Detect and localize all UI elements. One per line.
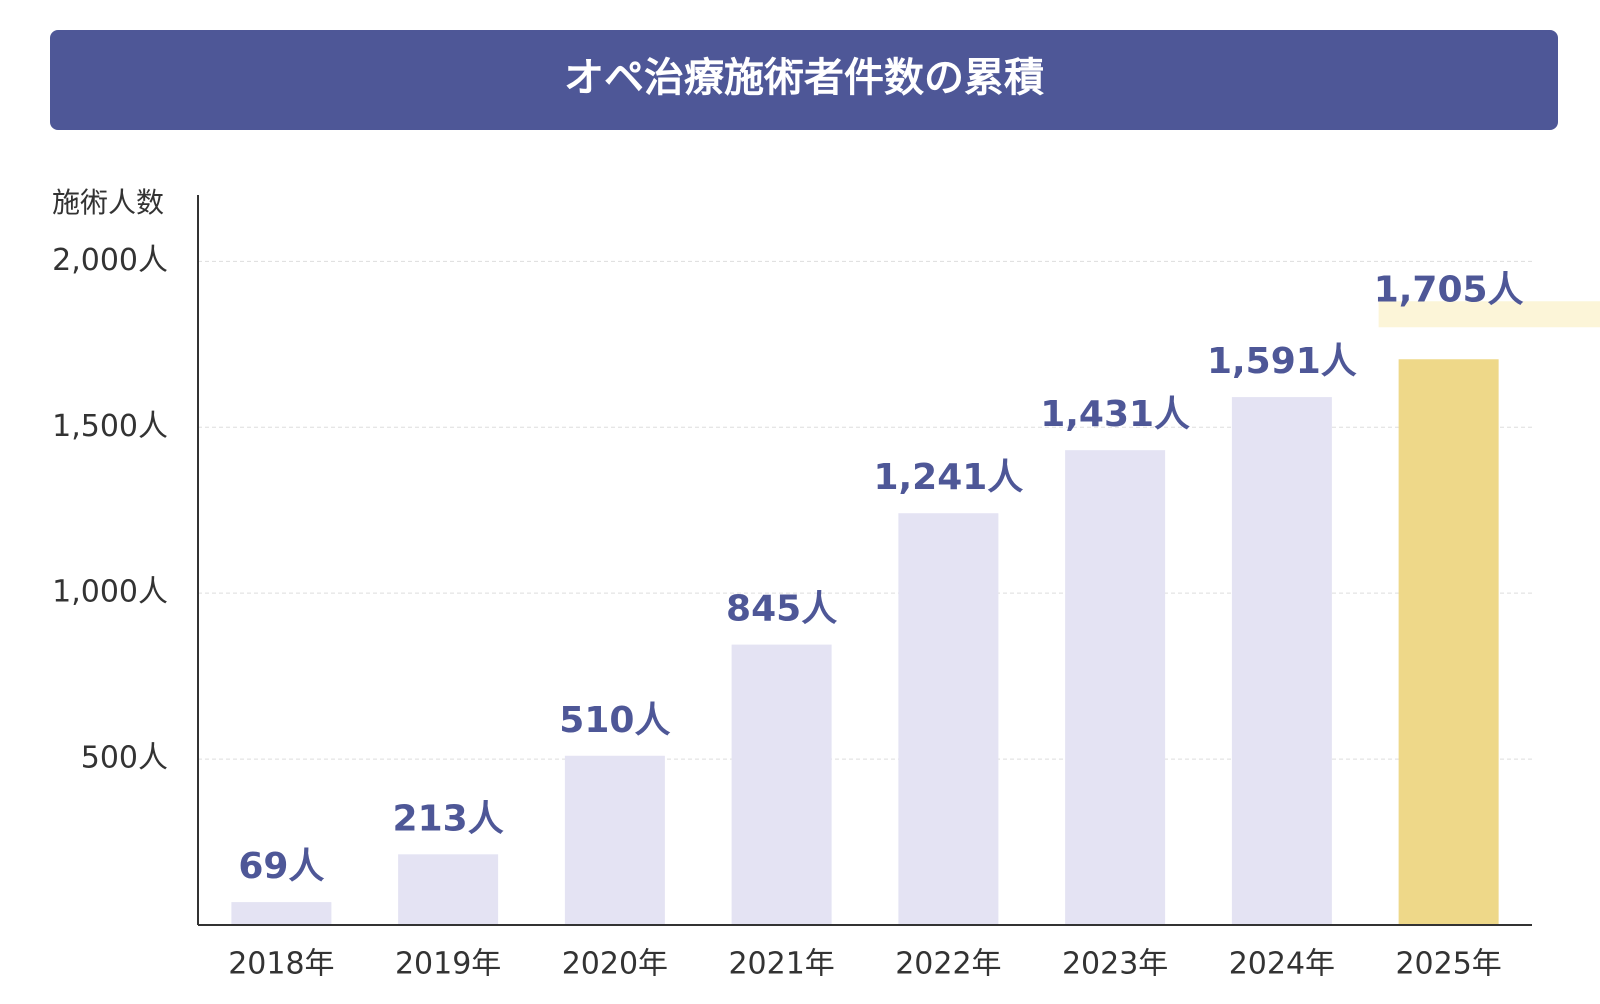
y-tick-label: 1,500人 bbox=[52, 409, 168, 444]
x-tick-label: 2019年 bbox=[395, 947, 501, 982]
value-label: 510人 bbox=[559, 700, 670, 741]
value-label: 213人 bbox=[393, 798, 504, 839]
x-tick-label: 2022年 bbox=[895, 947, 1001, 982]
x-tick-label: 2023年 bbox=[1062, 947, 1168, 982]
chart-title: オペ治療施術者件数の累積 bbox=[564, 55, 1044, 101]
y-tick-label: 500人 bbox=[81, 741, 168, 776]
y-tick-label: 1,000人 bbox=[52, 575, 168, 610]
title-banner bbox=[50, 30, 1558, 130]
bar bbox=[1398, 359, 1499, 925]
x-tick-label: 2025年 bbox=[1395, 947, 1501, 982]
bar bbox=[898, 513, 999, 925]
value-label: 845人 bbox=[726, 589, 837, 630]
y-tick-label: 2,000人 bbox=[52, 243, 168, 278]
x-tick-label: 2021年 bbox=[728, 947, 834, 982]
bar bbox=[231, 902, 332, 925]
value-label: 1,591人 bbox=[1207, 341, 1357, 382]
bar bbox=[1231, 397, 1332, 925]
x-tick-label: 2024年 bbox=[1229, 947, 1335, 982]
bar bbox=[731, 644, 832, 925]
bar bbox=[1065, 450, 1166, 925]
value-label: 1,241人 bbox=[873, 457, 1023, 498]
value-label: 69人 bbox=[238, 846, 324, 887]
bar bbox=[564, 755, 665, 925]
y-axis-label: 施術人数 bbox=[52, 186, 164, 219]
value-label-highlight bbox=[1378, 301, 1600, 328]
value-label: 1,431人 bbox=[1040, 394, 1190, 435]
x-tick-label: 2020年 bbox=[562, 947, 668, 982]
x-tick-label: 2018年 bbox=[228, 947, 334, 982]
bar bbox=[398, 854, 499, 925]
value-label: 1,705人 bbox=[1374, 269, 1524, 310]
